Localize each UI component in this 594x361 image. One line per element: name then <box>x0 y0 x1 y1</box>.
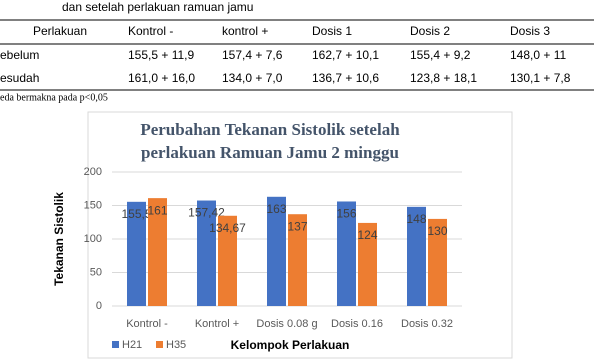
table-cell: ebelum <box>0 48 39 62</box>
data-label: 157,42 <box>188 206 225 220</box>
bar <box>288 214 307 306</box>
legend-label: H21 <box>122 339 142 351</box>
legend-swatch <box>112 341 119 348</box>
x-tick-label: Dosis 0.08 g <box>256 318 317 330</box>
legend-label: H35 <box>166 339 186 351</box>
table-cell: 162,7 + 10,1 <box>312 48 379 62</box>
bar <box>407 206 426 306</box>
table-cell: esudah <box>0 71 39 85</box>
data-label: 137 <box>287 219 307 233</box>
table-header: kontrol + <box>222 24 268 38</box>
table-header: Dosis 3 <box>510 24 550 38</box>
data-label: 124 <box>357 228 377 242</box>
bar <box>337 201 356 306</box>
bar <box>218 215 237 306</box>
table-cell: 134,0 + 7,0 <box>222 71 283 85</box>
x-tick-label: Kontrol - <box>126 318 168 330</box>
data-label: 163 <box>266 202 286 216</box>
x-tick-label: Dosis 0.32 <box>401 318 453 330</box>
table-header: Perlakuan <box>33 24 87 38</box>
caption: dan setelah perlakuan ramuan jamu <box>62 0 253 14</box>
data-label: 130 <box>427 224 447 238</box>
x-tick-label: Kontrol + <box>195 318 239 330</box>
y-tick-label: 100 <box>84 233 102 245</box>
table-cell: 161,0 + 16,0 <box>128 71 195 85</box>
y-axis-title: Tekanan Sistolik <box>52 192 66 286</box>
table-header: Dosis 1 <box>312 24 352 38</box>
table-header: Dosis 2 <box>410 24 450 38</box>
chart-title: perlakuan Ramuan Jamu 2 minggu <box>141 143 399 162</box>
table-header: Kontrol - <box>128 24 173 38</box>
table-cell: 155,5 + 11,9 <box>128 48 194 62</box>
bar <box>197 200 216 306</box>
bar <box>127 201 146 306</box>
table-cell: 123,8 + 18,1 <box>410 71 477 85</box>
x-tick-label: Dosis 0.16 <box>331 318 383 330</box>
table-cell: 136,7 + 10,6 <box>312 71 379 85</box>
bar <box>148 198 167 306</box>
chart-title: Perubahan Tekanan Sistolik setelah <box>140 120 400 139</box>
table-cell: 148,0 + 11 <box>510 48 566 62</box>
bar <box>428 218 447 306</box>
table-cell: 130,1 + 7,8 <box>510 71 571 85</box>
data-label: 155,5 <box>121 207 151 221</box>
data-label: 148 <box>406 212 426 226</box>
y-tick-label: 50 <box>90 266 102 278</box>
table-cell: 155,4 + 9,2 <box>410 48 471 62</box>
data-label: 134,67 <box>209 221 246 235</box>
table-cell: 157,4 + 7,6 <box>222 48 283 62</box>
note: eda bermakna pada p<0,05 <box>0 92 108 103</box>
y-tick-label: 200 <box>84 166 102 178</box>
data-label: 161 <box>147 203 167 217</box>
y-tick-label: 150 <box>84 199 102 211</box>
legend-swatch <box>156 341 163 348</box>
x-axis-title: Kelompok Perlakuan <box>231 338 350 352</box>
bar <box>358 222 377 306</box>
bar <box>267 196 286 306</box>
y-tick-label: 0 <box>96 300 102 312</box>
data-label: 156 <box>336 207 356 221</box>
